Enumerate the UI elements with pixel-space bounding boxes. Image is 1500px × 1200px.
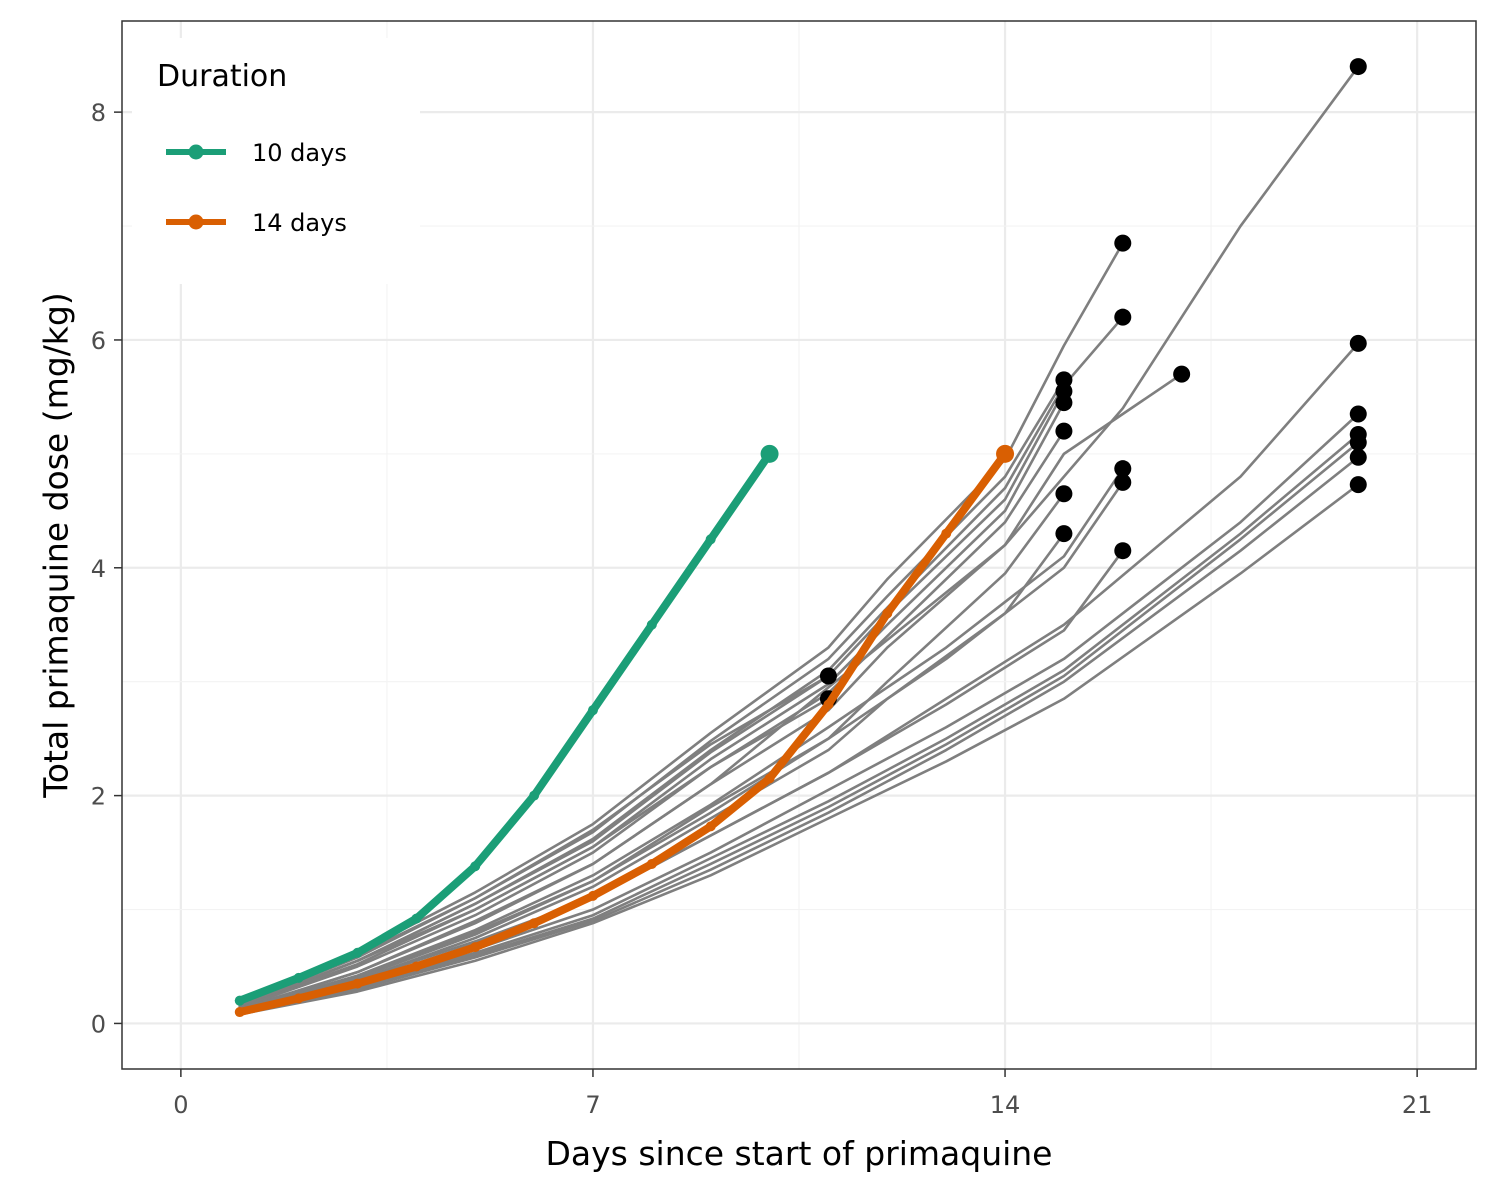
legend: Duration 10 days 14 days <box>132 38 420 284</box>
series-point-10-days <box>705 534 716 545</box>
y-tick-label-2: 2 <box>91 783 106 811</box>
series-point-14-days <box>882 608 893 619</box>
series-point-10-days <box>587 705 598 716</box>
series-line-14-days <box>235 449 1010 1017</box>
individual-endpoint-11 <box>1114 473 1132 491</box>
individual-endpoint-9 <box>1055 525 1073 543</box>
individual-endpoint-2 <box>1114 308 1132 326</box>
individual-endpoint-16 <box>1349 433 1367 451</box>
axes: 0 7 14 21 0 2 4 6 8 <box>91 99 1433 1119</box>
series-point-14-days <box>293 993 304 1004</box>
series-point-10-days <box>411 913 422 924</box>
individual-endpoint-1 <box>1114 234 1132 252</box>
individual-endpoint-12 <box>1114 542 1132 560</box>
series-point-14-days <box>529 918 540 929</box>
individual-line-13 <box>238 342 1360 1013</box>
x-tick-label-0: 0 <box>173 1091 188 1119</box>
x-axis-title: Days since start of primaquine <box>545 1134 1052 1173</box>
individual-line-11 <box>238 481 1125 1013</box>
individual-endpoint-14 <box>1349 405 1367 423</box>
individual-line-3 <box>238 378 1066 1006</box>
series-point-10-days <box>293 972 304 983</box>
legend-label-10-days: 10 days <box>252 139 347 167</box>
x-tick-label-14: 14 <box>990 1091 1021 1119</box>
series-point-14-days <box>764 773 775 784</box>
grid <box>122 21 1476 1069</box>
x-tick-label-7: 7 <box>585 1091 600 1119</box>
series-point-14-days <box>587 890 598 901</box>
y-tick-label-4: 4 <box>91 555 106 583</box>
series-point-14-days <box>823 699 834 710</box>
series-point-14-days <box>646 858 657 869</box>
legend-title: Duration <box>157 59 287 94</box>
series-point-10-days <box>352 947 363 958</box>
individual-endpoint-18 <box>1349 476 1367 494</box>
individual-line-16 <box>238 441 1360 1015</box>
y-tick-label-8: 8 <box>91 99 106 127</box>
legend-label-14-days: 14 days <box>252 209 347 237</box>
individual-endpoint-5 <box>1055 394 1073 412</box>
series-point-10-days <box>470 861 481 872</box>
individual-line-10 <box>238 467 1125 1012</box>
series-point-14-days <box>234 1007 245 1018</box>
series-point-10-days <box>646 619 657 630</box>
series-point-14-days <box>996 444 1015 463</box>
individual-line-19 <box>238 65 1360 1012</box>
y-tick-label-0: 0 <box>91 1010 106 1038</box>
series-point-10-days <box>529 790 540 801</box>
series-point-14-days <box>941 528 952 539</box>
legend-background <box>132 38 420 284</box>
individual-line-21 <box>238 697 830 1007</box>
individual-endpoint-7 <box>1173 365 1191 383</box>
series-line-10-days <box>235 449 774 1005</box>
duration-series <box>234 444 1015 1018</box>
legend-key-point-10-days <box>188 144 204 160</box>
series-point-14-days <box>352 978 363 989</box>
series-point-10-days <box>760 444 779 463</box>
individual-line-17 <box>238 455 1360 1015</box>
y-tick-label-6: 6 <box>91 327 106 355</box>
series-point-14-days <box>705 821 716 832</box>
series-point-10-days <box>234 995 245 1006</box>
panel-border <box>121 20 1477 1070</box>
y-axis-title: Total primaquine dose (mg/kg) <box>37 292 76 799</box>
legend-key-point-14-days <box>188 214 204 230</box>
individual-endpoint-8 <box>1055 485 1073 503</box>
individual-endpoint-20 <box>819 667 837 685</box>
x-tick-label-21: 21 <box>1402 1091 1433 1119</box>
individual-endpoint-10 <box>1114 460 1132 478</box>
series-point-14-days <box>411 961 422 972</box>
individual-endpoint-6 <box>1055 422 1073 440</box>
individual-line-5 <box>238 401 1066 1008</box>
individual-line-18 <box>238 483 1360 1016</box>
individual-endpoint-17 <box>1349 448 1367 466</box>
individual-line-4 <box>238 389 1066 1007</box>
legend-entries: 10 days 14 days <box>166 139 347 237</box>
individual-endpoint-13 <box>1349 334 1367 352</box>
individual-endpoint-19 <box>1349 58 1367 76</box>
series-point-14-days <box>470 942 481 953</box>
